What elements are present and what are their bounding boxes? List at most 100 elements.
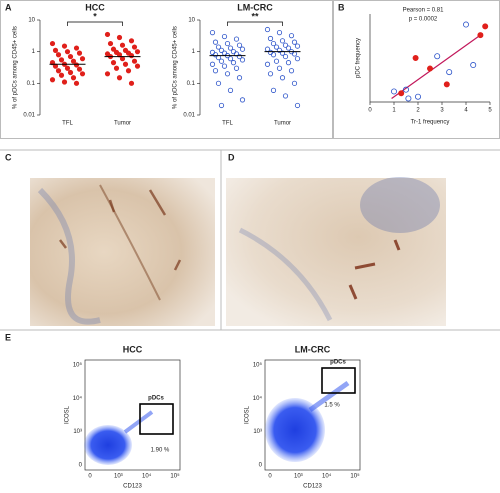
data-point: [276, 47, 283, 53]
data-point: [67, 53, 74, 60]
data-point: [443, 81, 450, 88]
data-point: [446, 69, 453, 76]
y-axis-label: ICOSL: [65, 405, 71, 424]
data-point: [285, 60, 292, 66]
data-point: [134, 63, 141, 69]
x-tick-label: 2: [416, 108, 420, 114]
significance-bracket: [227, 21, 283, 26]
data-point: [116, 34, 123, 41]
data-point: [131, 58, 138, 64]
data-point: [405, 95, 412, 102]
y-tick-label: 1: [32, 49, 36, 55]
data-point: [470, 62, 477, 69]
data-point: [218, 58, 225, 64]
x-tick-label: Tumor: [114, 121, 131, 127]
data-point: [239, 57, 246, 63]
y-tick-label: 10³: [73, 429, 82, 435]
data-point: [267, 35, 274, 42]
data-point: [113, 65, 120, 71]
data-point: [116, 75, 123, 81]
y-tick-label: 0.1: [187, 81, 196, 87]
data-point: [398, 90, 405, 97]
data-point: [128, 53, 135, 59]
data-point: [224, 40, 231, 47]
data-point: [76, 66, 83, 72]
axes: [369, 14, 490, 103]
data-point: [239, 46, 246, 52]
data-point: [49, 40, 56, 47]
y-tick-label: 10⁵: [73, 362, 83, 369]
gate-percent: 1.90 %: [151, 448, 170, 454]
data-point: [288, 68, 295, 74]
data-point: [218, 102, 225, 109]
data-point: [70, 75, 77, 81]
data-point: [209, 61, 216, 67]
data-point: [239, 97, 246, 103]
data-point: [276, 65, 283, 71]
data-point: [267, 71, 274, 77]
x-tick-label: TFL: [62, 121, 73, 127]
y-tick-label: 0.01: [183, 113, 195, 119]
data-point: [122, 61, 129, 67]
data-point: [282, 93, 289, 99]
data-point: [55, 52, 62, 58]
x-tick-label: 5: [488, 108, 492, 114]
data-point: [212, 68, 219, 74]
data-point: [73, 62, 80, 68]
y-tick-label: 0: [79, 463, 83, 469]
gate-label: pDCs: [330, 360, 346, 366]
data-point: [264, 61, 271, 67]
data-point: [221, 63, 228, 69]
chart-title: HCC: [85, 2, 105, 12]
data-point: [276, 30, 283, 36]
y-tick-label: 0.1: [27, 81, 36, 87]
y-tick-label: 10³: [253, 429, 262, 435]
data-point: [282, 53, 289, 60]
x-tick-label: Tumor: [274, 121, 291, 127]
data-point: [209, 30, 216, 36]
fit-line: [391, 32, 484, 99]
data-point: [273, 44, 280, 50]
data-point: [279, 38, 286, 44]
data-point: [125, 68, 132, 74]
flow-title: HCC: [123, 344, 143, 354]
data-point: [285, 45, 292, 51]
data-point: [221, 50, 228, 56]
data-point: [294, 102, 301, 109]
x-tick-label: 10⁵: [170, 473, 180, 480]
significance-label: **: [251, 11, 259, 21]
y-tick-label: 10: [188, 18, 195, 24]
x-axis-label: Tr-1 frequency: [411, 120, 450, 126]
data-point: [104, 71, 111, 77]
data-point: [279, 75, 286, 81]
x-tick-label: 10³: [114, 474, 123, 480]
data-point: [128, 80, 135, 86]
data-point: [55, 68, 62, 74]
data-point: [294, 43, 301, 49]
data-point: [273, 58, 280, 64]
data-point: [477, 32, 484, 39]
data-point: [61, 43, 68, 49]
significance-bracket: [67, 21, 123, 26]
gate-label: pDCs: [148, 396, 164, 402]
data-point: [236, 42, 243, 48]
x-tick-label: 0: [268, 474, 272, 480]
data-point: [270, 52, 277, 58]
data-point: [119, 42, 126, 48]
x-tick-label: 4: [464, 108, 468, 114]
x-tick-label: 0: [88, 474, 92, 480]
data-point: [73, 80, 80, 86]
data-point: [61, 79, 68, 85]
y-tick-label: 1: [192, 49, 196, 55]
panel-label: E: [5, 332, 11, 342]
data-point: [224, 71, 231, 77]
x-tick-label: 0: [368, 108, 372, 114]
flow-frames: [84, 359, 361, 471]
data-point: [73, 45, 80, 51]
data-point: [267, 49, 274, 55]
data-point: [279, 50, 286, 56]
data-point: [58, 57, 65, 63]
data-point: [212, 39, 219, 45]
y-tick-label: 0: [259, 463, 263, 469]
y-axis-label: ICOSL: [245, 405, 251, 424]
